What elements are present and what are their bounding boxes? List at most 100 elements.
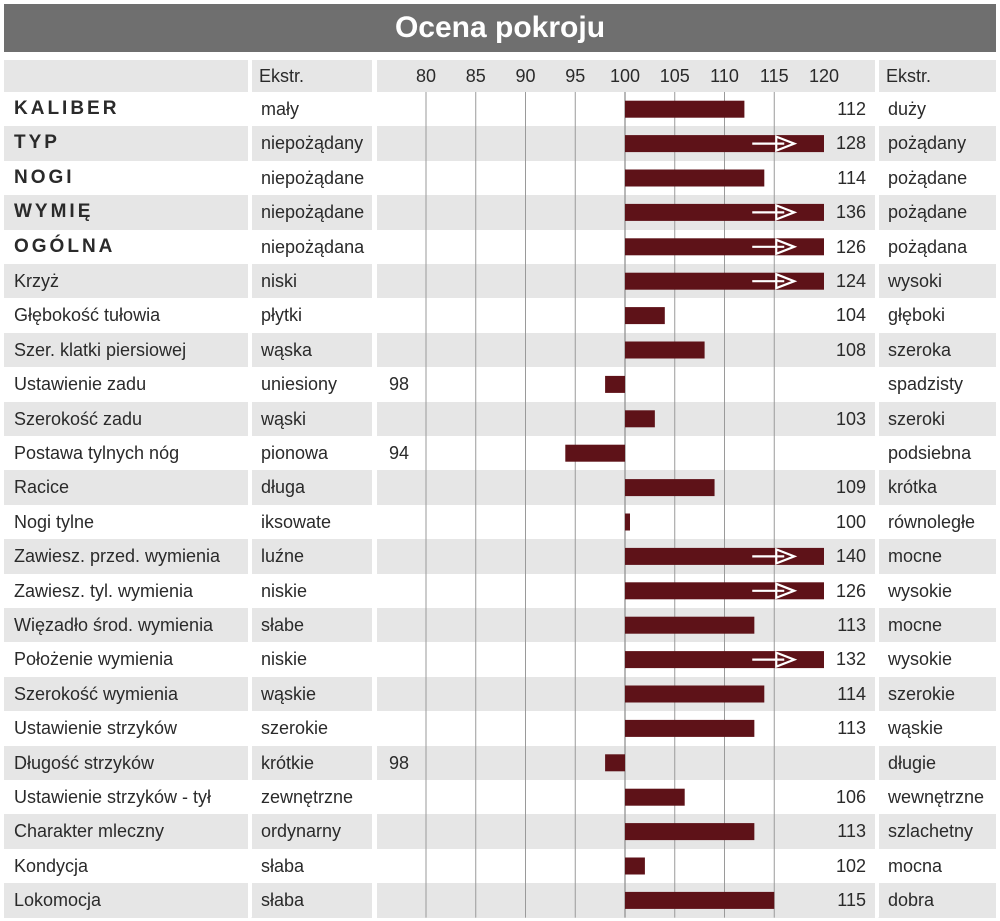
trait-name: Ustawienie zadu <box>14 374 147 395</box>
bar <box>625 272 824 290</box>
trait-high-extreme: wysokie <box>888 649 953 670</box>
trait-name: Postawa tylnych nóg <box>14 443 180 463</box>
row-stripe <box>878 264 996 299</box>
row-stripe <box>4 126 248 161</box>
bar <box>565 444 625 462</box>
x-tick-label: 95 <box>565 66 586 86</box>
overflow-arrow-head <box>775 134 798 153</box>
row-stripe <box>4 332 248 368</box>
row-stripe <box>377 745 875 780</box>
trait-low-extreme: wąska <box>261 339 313 360</box>
trait-low-extreme: iksowate <box>261 511 332 532</box>
row-stripe <box>878 608 996 643</box>
row-stripe <box>251 608 372 643</box>
trait-high-extreme: wąskie <box>888 718 944 739</box>
overflow-arrow-head <box>775 650 798 669</box>
value-label: 98 <box>389 752 410 773</box>
bar <box>625 410 655 428</box>
header-extr-right: Ekstr. <box>886 66 932 86</box>
row-stripe <box>878 401 996 436</box>
trait-high-extreme: mocne <box>888 546 943 567</box>
value-label: 128 <box>835 133 866 154</box>
row-stripe <box>4 608 248 643</box>
value-label: 114 <box>837 167 866 188</box>
row-stripe <box>878 814 996 849</box>
trait-high-extreme: pożądany <box>888 133 967 154</box>
row-stripe <box>4 264 248 299</box>
bar <box>625 513 630 531</box>
trait-low-extreme: niskie <box>261 580 308 601</box>
trait-high-extreme: mocne <box>888 615 943 635</box>
trait-low-extreme: niepożądana <box>261 236 365 257</box>
trait-low-extreme: wąski <box>261 408 307 429</box>
value-label: 103 <box>835 408 866 429</box>
row-stripe <box>251 470 372 505</box>
bar <box>625 100 745 118</box>
trait-low-extreme: pionowa <box>261 443 329 463</box>
bar <box>625 719 755 737</box>
overflow-arrow-head <box>775 547 798 566</box>
trait-name: Krzyż <box>14 271 59 291</box>
trait-low-extreme: słaba <box>261 855 305 876</box>
row-stripe <box>251 745 372 780</box>
bar <box>625 788 685 806</box>
value-label: 109 <box>835 477 866 498</box>
column-separator <box>249 60 252 918</box>
trait-name: TYP <box>14 132 60 154</box>
trait-high-extreme: mocna <box>888 855 943 876</box>
trait-high-extreme: szeroki <box>888 408 946 429</box>
overflow-arrow-head <box>775 203 798 222</box>
trait-low-extreme: ordynarny <box>261 821 342 842</box>
plot-area <box>249 60 879 918</box>
value-label: 114 <box>837 683 866 704</box>
value-label: 126 <box>835 236 866 257</box>
trait-high-extreme: pożądane <box>888 202 968 223</box>
trait-name: KALIBER <box>14 98 120 119</box>
row-stripe <box>4 883 248 918</box>
trait-high-extreme: szerokie <box>888 683 956 704</box>
trait-high-extreme: pożądane <box>888 167 968 188</box>
x-tick-label: 115 <box>759 66 789 86</box>
trait-name: Lokomocja <box>14 890 102 911</box>
row-stripe <box>4 539 248 574</box>
row-stripe <box>4 745 248 780</box>
trait-low-extreme: słabe <box>261 615 305 635</box>
row-stripe <box>878 883 996 918</box>
bar <box>625 341 705 359</box>
trait-high-extreme: długie <box>888 752 937 773</box>
trait-name: Szer. klatki piersiowej <box>14 339 187 360</box>
trait-name: Nogi tylne <box>14 511 95 532</box>
bar <box>625 479 715 497</box>
trait-low-extreme: niski <box>261 271 298 291</box>
value-label: 113 <box>837 615 866 635</box>
value-label: 94 <box>389 443 410 463</box>
trait-high-extreme: szeroka <box>888 339 952 360</box>
overflow-arrow-head <box>775 582 798 600</box>
value-label: 140 <box>835 546 866 567</box>
value-label: 124 <box>835 271 866 291</box>
row-stripe <box>878 470 996 505</box>
trait-low-extreme: słaba <box>261 890 305 911</box>
trait-low-extreme: płytki <box>261 305 303 326</box>
trait-name: NOGI <box>14 166 75 188</box>
header-cell-bg <box>377 60 875 92</box>
value-label: 98 <box>389 374 410 395</box>
bar <box>625 547 824 565</box>
x-tick-label: 100 <box>609 66 641 86</box>
trait-low-extreme: krótkie <box>261 752 315 773</box>
trait-low-extreme: niepożądany <box>261 133 364 154</box>
row-stripe <box>878 195 996 230</box>
trait-name: Kondycja <box>14 855 89 876</box>
row-stripe <box>251 676 372 712</box>
trait-high-extreme: krótka <box>888 477 938 498</box>
trait-high-extreme: wysoki <box>888 271 943 291</box>
bar <box>625 857 645 875</box>
header-cell-bg <box>251 60 372 92</box>
trait-chart: Ekstr. Ekstr. 80 85 90 95 100 105 110 115 120 KALIB… <box>0 60 1000 918</box>
value-label: 108 <box>835 339 866 360</box>
bar <box>625 169 765 187</box>
row-stripe <box>251 126 372 161</box>
row-stripe <box>878 676 996 712</box>
trait-name: WYMIĘ <box>14 201 94 223</box>
overflow-arrow-head <box>775 272 798 290</box>
